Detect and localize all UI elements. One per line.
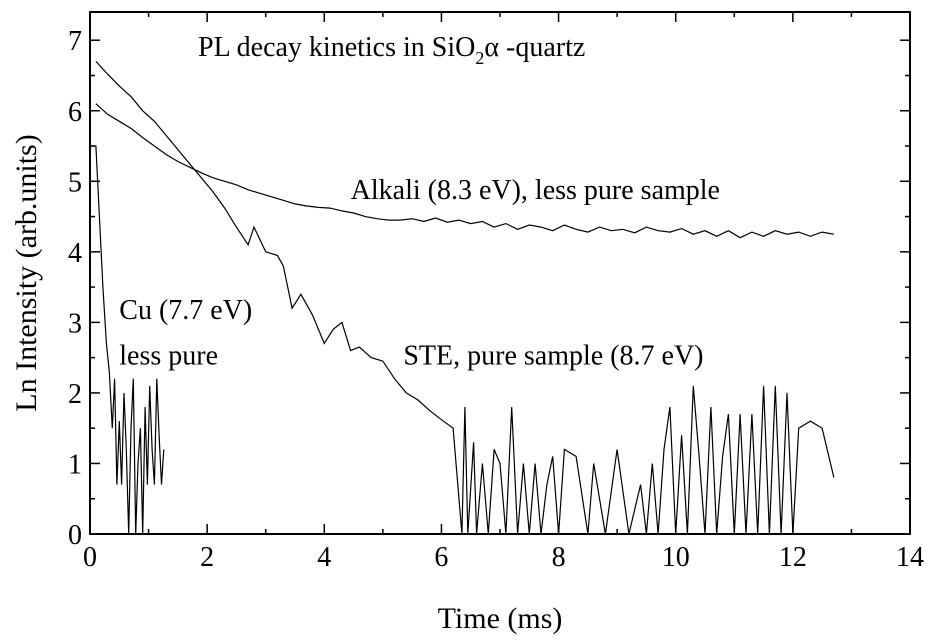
annotation-cu: Cu (7.7 eV) xyxy=(119,295,252,326)
y-tick-label: 5 xyxy=(68,167,82,198)
y-axis-title: Ln Intensity (arb.units) xyxy=(10,134,43,411)
series-line-ste xyxy=(95,60,835,535)
x-tick-label: 10 xyxy=(662,542,690,573)
y-tick-label: 3 xyxy=(68,308,82,339)
series-line-alkali xyxy=(95,103,835,239)
y-tick-label: 6 xyxy=(68,97,82,128)
chart-title-greek: α xyxy=(484,32,499,63)
x-axis-title: Time (ms) xyxy=(438,602,563,635)
chart-title: PL decay kinetics in SiO2α -quartz xyxy=(198,32,585,68)
x-tick-label: 2 xyxy=(200,542,214,573)
annotation-cu2: less pure xyxy=(119,341,218,372)
y-tick-label: 0 xyxy=(68,520,82,551)
x-tick-label: 8 xyxy=(552,542,566,573)
annotations: Alkali (8.3 eV), less pure sample Cu (7.7… xyxy=(119,175,720,372)
axis-ticks xyxy=(89,12,911,535)
plot-area xyxy=(89,11,911,535)
chart-title-main: PL decay kinetics in SiO xyxy=(198,32,475,63)
y-tick-label: 2 xyxy=(68,379,82,410)
x-tick-label: 0 xyxy=(83,542,97,573)
y-tick-label: 1 xyxy=(68,449,82,480)
x-tick-label: 12 xyxy=(779,542,807,573)
series-layer xyxy=(90,60,835,535)
chart-title-suffix: -quartz xyxy=(499,32,585,63)
series-line-cu xyxy=(90,145,165,535)
chart-title-subscript: 2 xyxy=(475,48,484,68)
x-tick-label: 14 xyxy=(896,542,924,573)
x-tick-label: 4 xyxy=(317,542,331,573)
y-tick-labels: 0 1 2 3 4 5 6 7 xyxy=(68,26,82,551)
x-tick-labels: 0 2 4 6 8 10 12 14 xyxy=(83,542,924,573)
annotation-alkali: Alkali (8.3 eV), less pure sample xyxy=(351,175,720,206)
x-tick-label: 6 xyxy=(434,542,448,573)
y-tick-label: 7 xyxy=(68,26,82,57)
y-tick-label: 4 xyxy=(68,238,82,269)
annotation-ste: STE, pure sample (8.7 eV) xyxy=(403,341,703,372)
